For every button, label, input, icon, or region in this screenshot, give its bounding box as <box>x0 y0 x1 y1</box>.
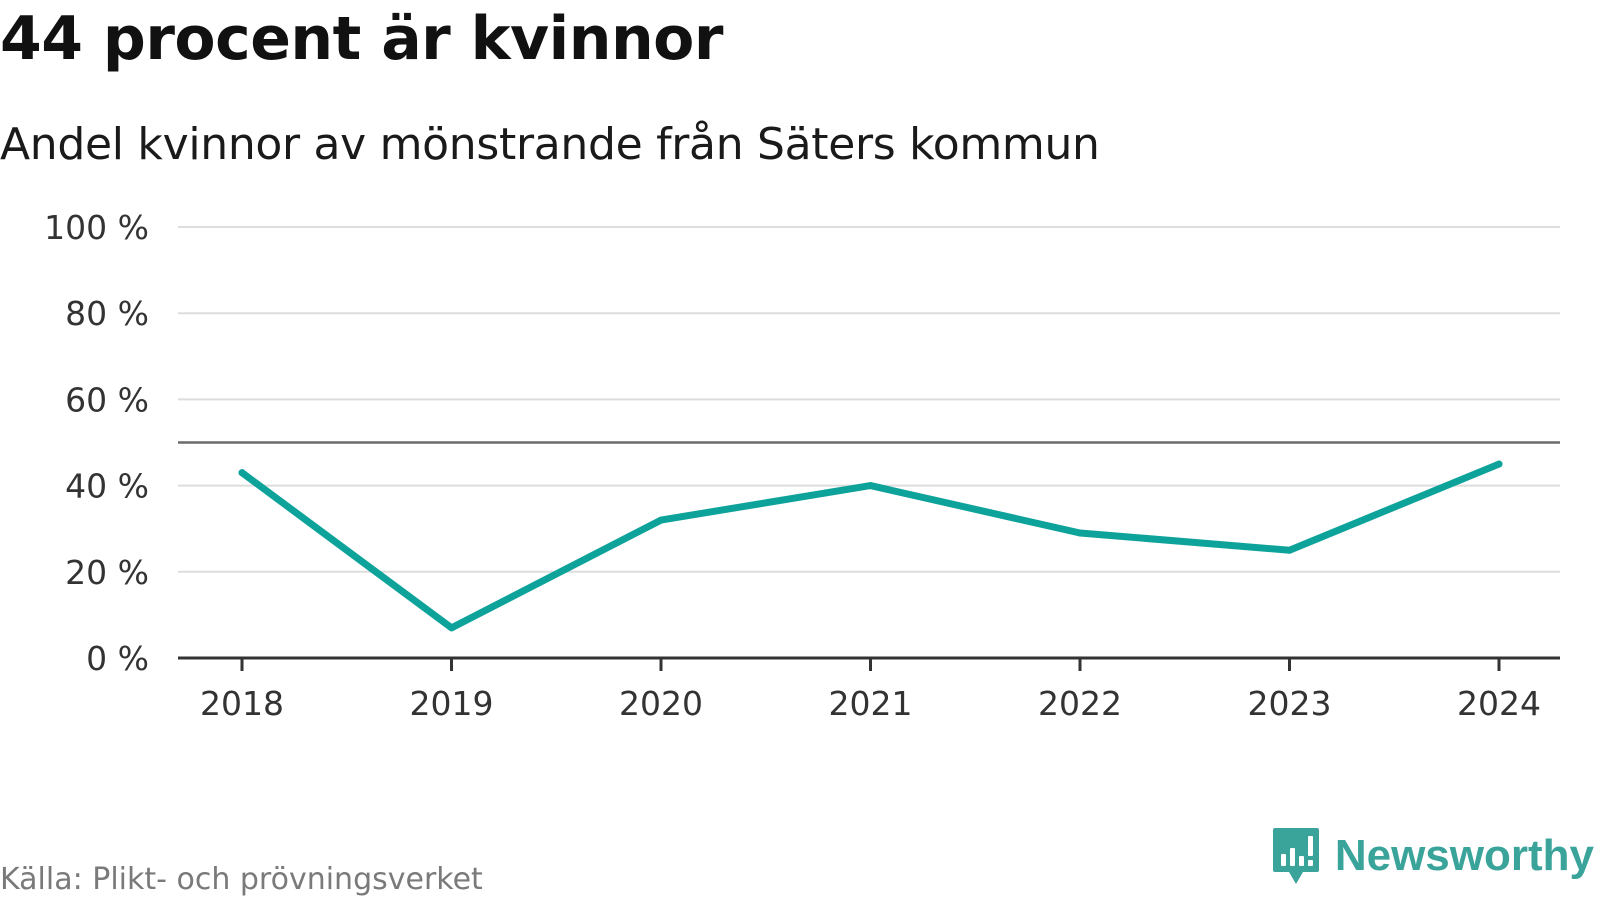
y-axis: 0 % 20 % 40 % 60 % 80 % 100 % <box>44 208 149 678</box>
data-point <box>867 482 874 490</box>
data-point <box>238 469 246 477</box>
series-layer <box>238 460 1503 632</box>
x-tick-label: 2023 <box>1248 684 1332 723</box>
chart-title: 44 procent är kvinnor <box>0 4 723 74</box>
x-tick-label: 2018 <box>200 684 284 723</box>
y-tick-label: 40 % <box>65 467 149 506</box>
chart-subtitle: Andel kvinnor av mönstrande från Säters … <box>0 119 1100 170</box>
newsworthy-logo-icon <box>1272 828 1319 884</box>
y-tick-label: 20 % <box>65 553 149 592</box>
x-tick-label: 2022 <box>1038 684 1122 723</box>
y-tick-label: 80 % <box>65 294 149 333</box>
data-point <box>448 624 455 632</box>
y-tick-label: 60 % <box>65 380 149 419</box>
y-tick-label: 100 % <box>44 208 149 247</box>
data-point <box>657 516 665 524</box>
x-tick-label: 2024 <box>1457 684 1541 723</box>
x-axis: 2018 2019 2020 2021 2022 2023 2024 <box>178 656 1560 723</box>
line-chart: 0 % 20 % 40 % 60 % 80 % 100 % 2018 2019 2020 202… <box>44 208 1560 723</box>
brand: Newsworthy <box>1271 826 1594 886</box>
x-tick-label: 2020 <box>619 684 703 723</box>
grid-layer <box>178 226 1560 573</box>
x-tick-label: 2019 <box>410 684 494 723</box>
y-tick-label: 0 % <box>86 639 149 678</box>
source-note: Källa: Plikt- och prövningsverket <box>0 862 483 897</box>
data-point <box>1076 529 1084 537</box>
brand-name: Newsworthy <box>1334 831 1594 880</box>
data-point <box>1286 546 1293 554</box>
x-tick-label: 2021 <box>829 684 913 723</box>
data-point <box>1495 460 1503 468</box>
